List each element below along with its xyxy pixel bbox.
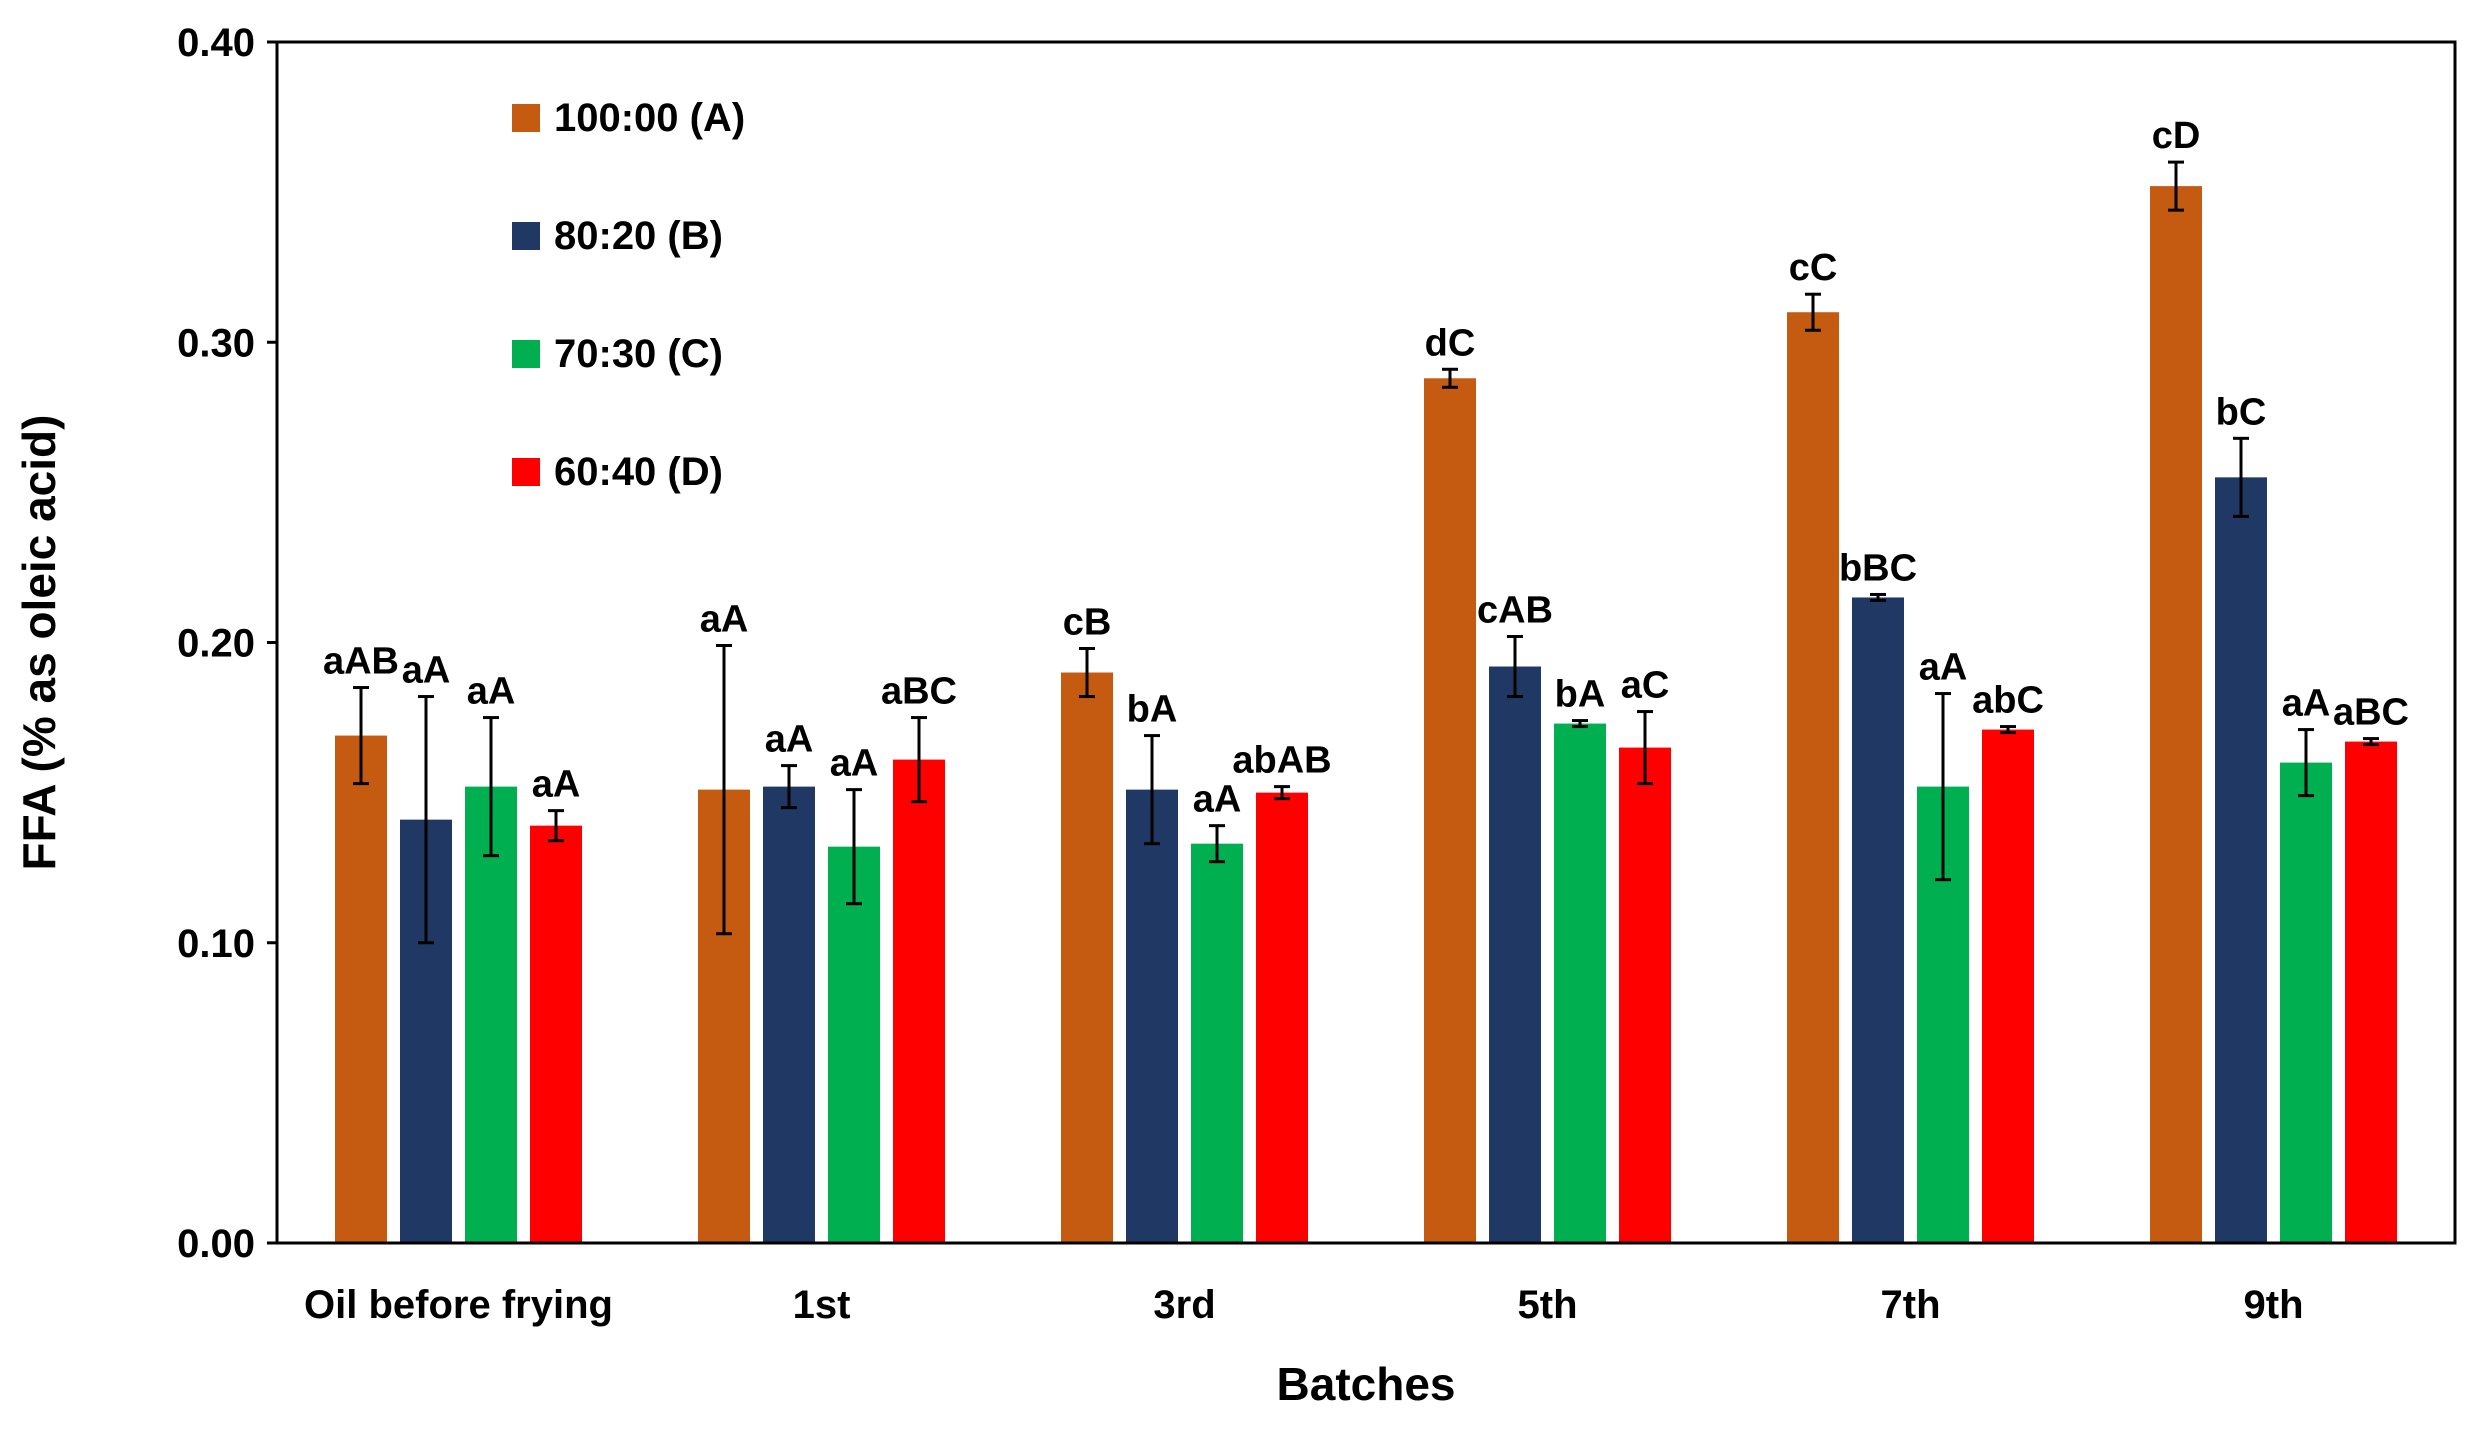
bar-label-2-1: aA [830, 743, 879, 785]
legend: 100:00 (A) 80:20 (B) 70:30 (C) 60:40 (D) [512, 96, 745, 494]
y-tick-label-2: 0.20 [177, 622, 255, 666]
bar-label-0-3: dC [1425, 322, 1476, 364]
bar-label-1-1: aA [765, 719, 814, 761]
legend-swatch-3 [512, 458, 540, 486]
x-tick-label-2: 3rd [1153, 1283, 1215, 1327]
bar-3-4 [1982, 729, 2034, 1243]
bar-0-4 [1787, 312, 1839, 1244]
error-bars-layer [353, 160, 2379, 945]
y-tick-label-1: 0.10 [177, 922, 255, 966]
bar-label-1-4: bBC [1839, 547, 1917, 589]
y-tick-label-0: 0.00 [177, 1222, 255, 1266]
bar-label-1-2: bA [1127, 689, 1178, 731]
x-axis-ticks: Oil before frying 1st 3rd 5th 7th 9th [304, 1283, 2303, 1327]
bar-label-3-1: aBC [881, 671, 957, 713]
x-axis-title: Batches [1277, 1358, 1456, 1410]
bar-0-2 [1061, 672, 1113, 1243]
legend-label-0: 100:00 (A) [554, 96, 745, 140]
bar-1-4 [1852, 597, 1904, 1243]
bar-1-5 [2215, 477, 2267, 1243]
bar-label-0-1: aA [700, 599, 749, 641]
bar-label-2-2: aA [1193, 779, 1242, 821]
bar-label-2-3: bA [1555, 674, 1606, 716]
legend-swatch-1 [512, 222, 540, 250]
y-axis-title: FFA (% as oleic acid) [13, 415, 65, 871]
bar-0-5 [2150, 186, 2202, 1243]
bar-2-0 [465, 786, 517, 1243]
bar-2-2 [1191, 843, 1243, 1243]
bar-label-3-3: aC [1621, 665, 1670, 707]
bar-3-2 [1256, 792, 1308, 1243]
x-tick-label-0: Oil before frying [304, 1283, 613, 1327]
bar-label-1-5: bC [2216, 391, 2267, 433]
legend-label-2: 70:30 (C) [554, 332, 723, 376]
bar-label-2-4: aA [1919, 647, 1968, 689]
bar-1-3 [1489, 666, 1541, 1243]
bar-3-5 [2345, 741, 2397, 1243]
y-tick-label-4: 0.40 [177, 21, 255, 65]
bar-2-1 [828, 846, 880, 1243]
bar-0-0 [335, 735, 387, 1243]
bar-label-0-4: cC [1789, 247, 1838, 289]
bar-1-1 [763, 786, 815, 1243]
bar-1-2 [1126, 789, 1178, 1243]
bar-label-2-0: aA [467, 671, 516, 713]
bar-label-1-3: cAB [1477, 589, 1553, 631]
bar-label-3-4: abC [1972, 680, 2044, 722]
bar-3-3 [1619, 747, 1671, 1243]
bar-label-1-0: aA [402, 650, 451, 692]
bar-label-2-5: aA [2282, 683, 2331, 725]
x-tick-label-1: 1st [793, 1283, 851, 1327]
legend-swatch-0 [512, 104, 540, 132]
bar-3-1 [893, 759, 945, 1243]
bar-label-0-2: cB [1063, 602, 1112, 644]
legend-label-3: 60:40 (D) [554, 450, 723, 494]
bar-3-0 [530, 825, 582, 1243]
bar-2-3 [1554, 723, 1606, 1243]
bar-2-5 [2280, 762, 2332, 1243]
legend-label-1: 80:20 (B) [554, 214, 723, 258]
bar-label-3-2: abAB [1232, 740, 1331, 782]
x-tick-label-5: 9th [2244, 1283, 2304, 1327]
bar-label-0-5: cD [2152, 115, 2201, 157]
bar-label-3-5: aBC [2333, 692, 2409, 734]
x-tick-label-4: 7th [1881, 1283, 1941, 1327]
bar-label-0-0: aAB [323, 641, 399, 683]
bars-layer [335, 186, 2397, 1244]
y-tick-label-3: 0.30 [177, 321, 255, 365]
y-axis-ticks: 0.00 0.10 0.20 0.30 0.40 [177, 21, 277, 1266]
bar-0-3 [1424, 378, 1476, 1243]
bar-label-3-0: aA [532, 764, 581, 806]
x-tick-label-3: 5th [1518, 1283, 1578, 1327]
legend-swatch-2 [512, 340, 540, 368]
